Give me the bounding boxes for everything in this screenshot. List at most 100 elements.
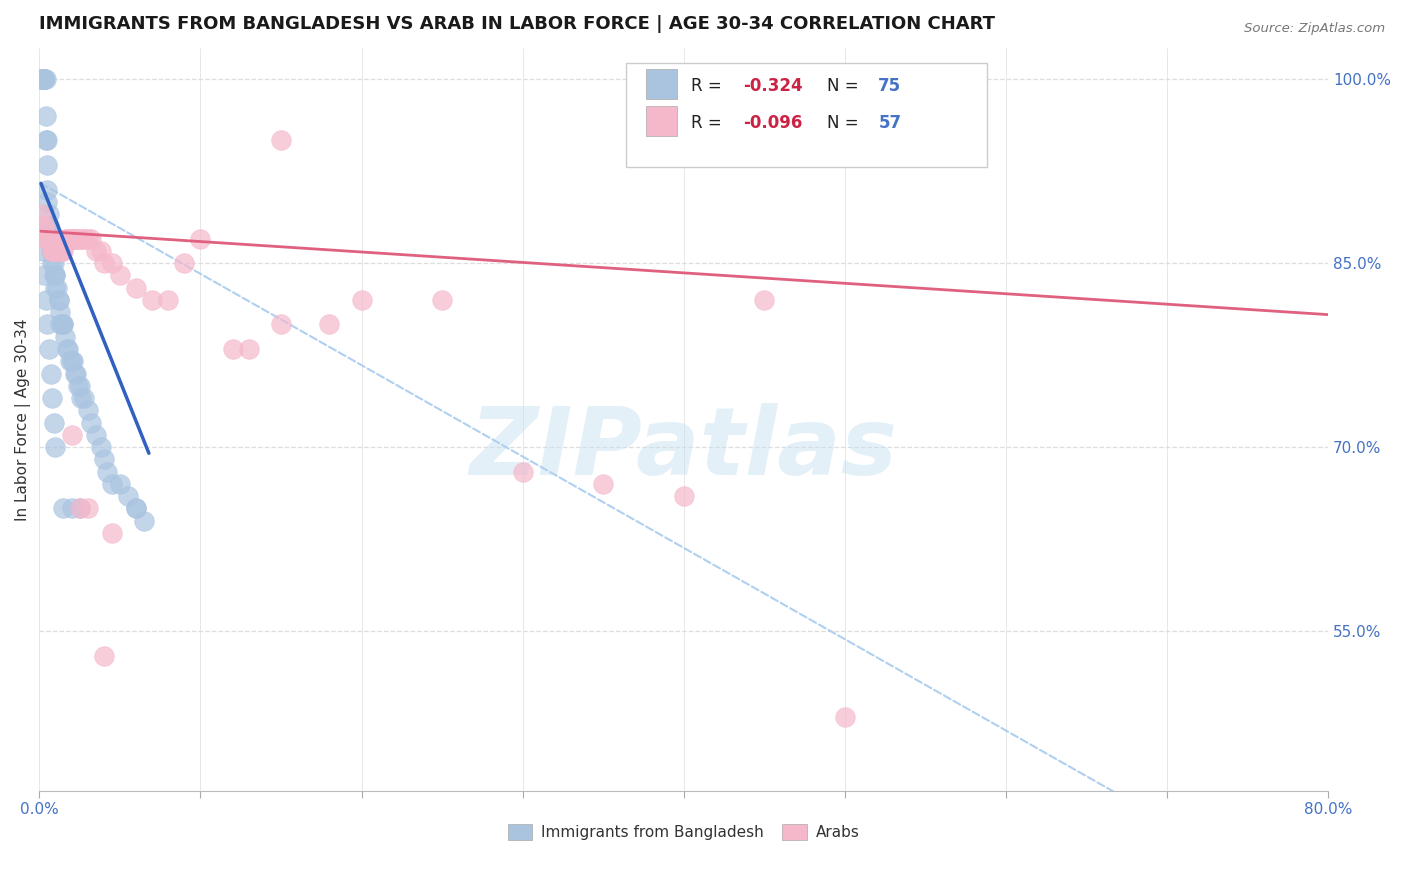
Point [30,72,52,87]
Point [834,710,856,724]
Point [318,318,340,332]
Point [173,256,195,270]
Point [63,231,86,245]
Text: 57: 57 [879,113,901,132]
Point [35,109,58,123]
Point [90,440,112,454]
Point [270,318,292,332]
Point [69,231,91,245]
Point [42,416,65,430]
Point [76,231,98,245]
Point [72,231,94,245]
Point [69,378,91,392]
Legend: Immigrants from Bangladesh, Arabs: Immigrants from Bangladesh, Arabs [502,818,866,846]
Point [38,219,60,234]
Point [49,244,72,258]
Point [672,489,695,503]
Point [35,293,58,307]
Point [59,354,82,368]
Text: R =: R = [692,77,727,95]
Point [41,256,63,270]
Point [108,268,131,283]
FancyBboxPatch shape [647,106,678,136]
Point [39,231,62,245]
Text: N =: N = [827,113,863,132]
Point [65,231,87,245]
Point [512,465,534,479]
Point [49,305,72,319]
Point [754,293,776,307]
Point [55,231,77,245]
Point [62,231,84,245]
Point [51,318,73,332]
Point [46,280,69,294]
Point [66,378,89,392]
Point [238,342,260,356]
Point [32,72,55,87]
Point [52,501,75,516]
Point [52,318,75,332]
Point [42,244,65,258]
Point [76,403,98,417]
Text: IMMIGRANTS FROM BANGLADESH VS ARAB IN LABOR FORCE | AGE 30-34 CORRELATION CHART: IMMIGRANTS FROM BANGLADESH VS ARAB IN LA… [39,15,995,33]
Point [350,293,373,307]
Point [37,231,59,245]
Point [190,231,212,245]
Point [48,293,70,307]
Point [66,231,89,245]
Point [35,133,58,147]
Point [60,231,83,245]
Point [49,318,72,332]
Text: -0.096: -0.096 [742,113,803,132]
Point [37,158,59,172]
Point [90,244,112,258]
Point [51,244,73,258]
Point [53,329,76,343]
Point [108,477,131,491]
Point [32,72,55,87]
Point [41,244,63,258]
Point [60,354,83,368]
Point [41,391,63,405]
Point [38,342,60,356]
Point [42,256,65,270]
Point [76,501,98,516]
Point [52,244,75,258]
Point [125,280,148,294]
Text: R =: R = [692,113,727,132]
Point [39,367,62,381]
Point [73,391,96,405]
Point [132,514,155,528]
Point [101,526,124,541]
Point [30,72,52,87]
Point [41,244,63,258]
Text: ZIPatlas: ZIPatlas [470,403,898,495]
Point [55,342,77,356]
Point [58,342,80,356]
Point [84,427,107,442]
Point [101,256,124,270]
Point [65,367,87,381]
Point [96,465,118,479]
Point [80,231,103,245]
Point [39,231,62,245]
Point [31,72,53,87]
FancyBboxPatch shape [647,70,678,99]
Point [93,256,115,270]
Point [37,194,59,209]
Point [35,72,58,87]
Point [53,231,76,245]
Point [221,342,243,356]
Text: Source: ZipAtlas.com: Source: ZipAtlas.com [1244,22,1385,36]
Point [62,354,84,368]
Point [69,501,91,516]
Point [44,280,66,294]
Point [63,367,86,381]
Point [125,501,148,516]
Point [125,501,148,516]
Point [41,244,63,258]
Point [31,72,53,87]
Point [52,318,75,332]
Point [48,293,70,307]
Point [69,501,91,516]
